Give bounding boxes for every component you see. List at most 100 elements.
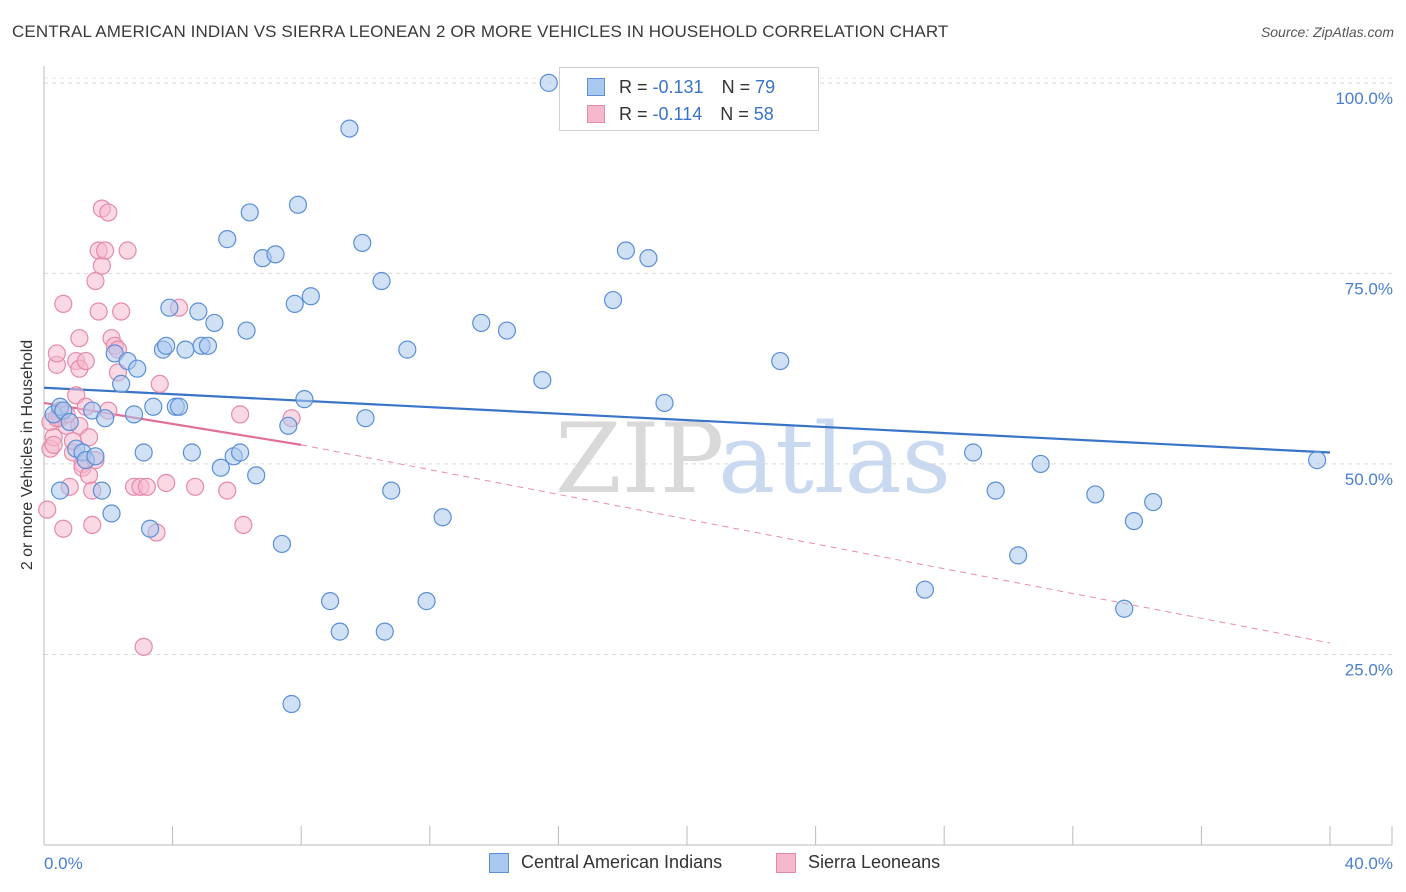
r-label: R = — [619, 76, 648, 97]
central-american-indian-point — [417, 592, 436, 611]
central-american-indian-point — [211, 458, 230, 477]
central-american-indian-point — [160, 298, 179, 317]
central-american-indian-point — [1115, 599, 1134, 618]
x-tick-label: 0.0% — [44, 854, 83, 873]
watermark: ZIP atlas — [555, 403, 951, 515]
source-label: Source: ZipAtlas.com — [1260, 24, 1394, 40]
sierra-leonean-point — [89, 302, 108, 321]
central-american-indian-point — [124, 405, 144, 424]
stats-legend-row-pink: R = -0.114 N = 58 — [560, 100, 774, 128]
sierra-leonean-point — [157, 473, 176, 493]
central-american-indian-point — [205, 313, 224, 333]
central-american-indian-point — [330, 622, 349, 641]
central-american-indian-point — [301, 287, 320, 306]
central-american-indian-point — [182, 443, 201, 462]
sierra-leonean-point — [38, 500, 57, 519]
watermark-atlas: atlas — [718, 403, 951, 515]
central-american-indian-point — [95, 409, 115, 428]
pink-swatch — [776, 852, 796, 873]
blue-swatch — [587, 78, 605, 96]
central-american-indian-point — [353, 233, 372, 253]
central-american-indian-point — [382, 481, 401, 500]
central-american-indian-point — [539, 73, 558, 92]
sierra-leoneans-trend-extension — [301, 444, 1331, 644]
y-tick-label: 50.0% — [1345, 470, 1393, 489]
sierra-leonean-point — [54, 519, 73, 538]
central-american-indian-point — [1009, 546, 1028, 565]
legend-label: Central American Indians — [521, 852, 723, 872]
data-points — [38, 73, 1327, 714]
gridlines — [44, 77, 1392, 655]
legend-item-sierra-leoneans[interactable]: Sierra Leoneans — [776, 852, 940, 873]
central-american-indian-point — [771, 351, 790, 371]
central-american-indian-point — [1031, 454, 1050, 474]
central-american-indian-point — [86, 447, 105, 466]
n-label: N = — [721, 76, 751, 97]
central-american-indian-point — [102, 504, 121, 523]
sierra-leonean-point — [112, 302, 131, 321]
central-american-indian-point — [157, 336, 176, 355]
r-label: R = — [619, 103, 648, 124]
n-label: N = — [720, 103, 749, 124]
sierra-leonean-point — [83, 515, 102, 535]
central-american-indian-point — [128, 359, 147, 378]
pink-swatch — [587, 105, 605, 123]
n-value-pink: 58 — [753, 103, 774, 124]
sierra-leonean-point — [118, 241, 137, 260]
central-american-indian-point — [375, 622, 394, 641]
central-american-indian-point — [231, 443, 250, 462]
sierra-leonean-point — [134, 637, 153, 656]
central-american-indian-point — [356, 409, 375, 428]
central-american-indian-point — [915, 580, 935, 599]
y-tick-label: 100.0% — [1335, 89, 1393, 108]
central-american-indian-point — [497, 321, 517, 340]
sierra-leonean-point — [231, 405, 250, 424]
central-american-indian-point — [340, 119, 359, 138]
central-american-indian-point — [433, 508, 452, 527]
series-legend: Central American Indians Sierra Leoneans — [0, 852, 1406, 878]
central-american-indian-point — [616, 241, 636, 260]
central-american-indian-point — [1124, 511, 1143, 531]
central-american-indian-point — [60, 412, 79, 432]
central-american-indian-point — [533, 370, 552, 390]
sierra-leonean-point — [47, 344, 66, 363]
central-american-indian-point — [1086, 485, 1105, 504]
central-american-indian-point — [398, 340, 417, 359]
axes — [43, 66, 1393, 846]
central-american-indian-point — [92, 481, 111, 500]
r-value-pink: -0.114 — [652, 103, 703, 124]
central-american-indian-point — [169, 397, 189, 416]
central-american-indian-point — [1308, 451, 1327, 470]
central-american-indian-point — [964, 443, 983, 462]
chart-title: CENTRAL AMERICAN INDIAN VS SIERRA LEONEA… — [12, 22, 949, 41]
central-american-indian-point — [176, 340, 195, 359]
central-american-indian-point — [247, 466, 266, 485]
sierra-leonean-point — [150, 374, 169, 394]
central-american-indian-point — [603, 290, 623, 310]
central-american-indian-point — [655, 393, 674, 413]
central-american-indians-trend-line — [43, 386, 1331, 454]
stats-legend-row-blue: R = -0.131 N = 79 — [560, 73, 775, 101]
central-american-indian-point — [472, 313, 491, 333]
sierra-leonean-point — [92, 256, 111, 275]
sierra-leonean-point — [86, 271, 105, 291]
central-american-indian-point — [144, 397, 163, 416]
x-tick-label: 40.0% — [1345, 854, 1393, 873]
sierra-leonean-point — [54, 294, 73, 313]
blue-swatch — [489, 852, 509, 873]
legend-item-central-american-indians[interactable]: Central American Indians — [489, 852, 722, 873]
central-american-indian-point — [134, 443, 153, 462]
central-american-indian-point — [272, 534, 292, 554]
central-american-indian-point — [295, 390, 314, 409]
r-value-blue: -0.131 — [652, 76, 704, 97]
sierra-leonean-point — [218, 481, 237, 500]
y-tick-label: 75.0% — [1345, 279, 1393, 298]
central-american-indian-point — [279, 416, 298, 435]
sierra-leonean-point — [79, 466, 99, 485]
central-american-indian-point — [986, 481, 1005, 500]
sierra-leonean-point — [95, 241, 115, 260]
sierra-leonean-point — [44, 435, 63, 454]
central-american-indian-point — [189, 302, 208, 321]
central-american-indian-point — [639, 249, 658, 268]
